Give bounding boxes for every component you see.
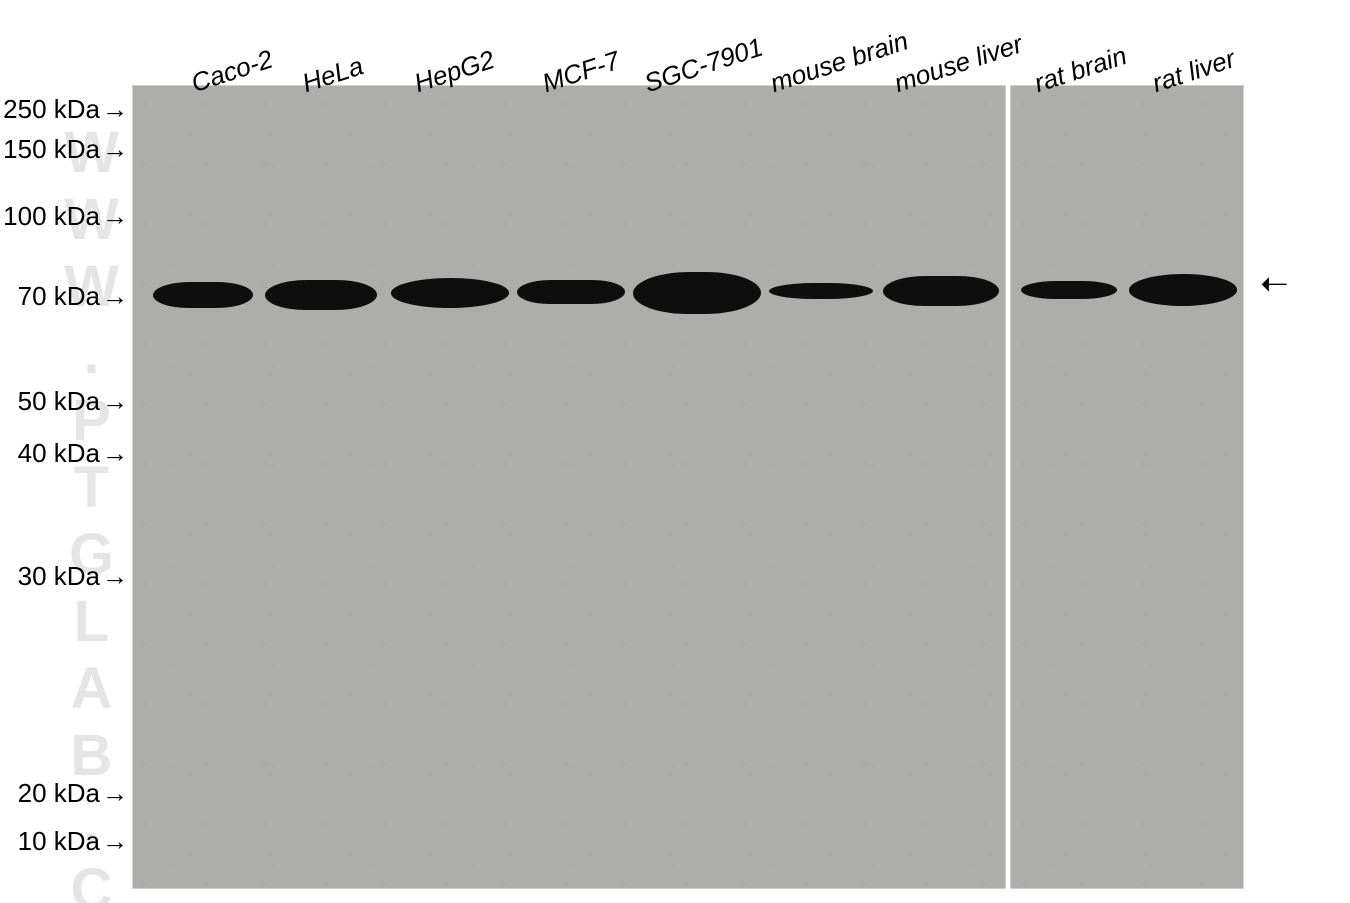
panel-noise	[133, 86, 1005, 888]
protein-band	[390, 278, 509, 308]
mw-marker-label: 150 kDa	[3, 134, 128, 165]
protein-band	[632, 272, 761, 314]
protein-band	[1128, 274, 1237, 306]
panel-noise	[1011, 86, 1243, 888]
protein-band	[517, 280, 626, 304]
protein-band	[264, 280, 377, 310]
protein-band	[882, 276, 999, 306]
blot-figure: WWW.PTGLAB.COM ➝ Caco-2HeLaHepG2MCF-7SGC…	[0, 0, 1350, 903]
mw-marker-label: 30 kDa	[18, 561, 128, 592]
mw-marker-label: 40 kDa	[18, 438, 128, 469]
blot-panel-right	[1010, 85, 1244, 889]
mw-marker-label: 100 kDa	[3, 201, 128, 232]
blot-panel-left	[132, 85, 1006, 889]
protein-band	[153, 282, 254, 308]
mw-marker-label: 250 kDa	[3, 94, 128, 125]
mw-marker-label: 50 kDa	[18, 386, 128, 417]
mw-marker-label: 20 kDa	[18, 778, 128, 809]
mw-marker-label: 10 kDa	[18, 826, 128, 857]
protein-band	[1021, 281, 1118, 299]
protein-band	[769, 283, 874, 299]
mw-marker-label: 70 kDa	[18, 281, 128, 312]
target-band-arrow: ➝	[1260, 264, 1289, 304]
